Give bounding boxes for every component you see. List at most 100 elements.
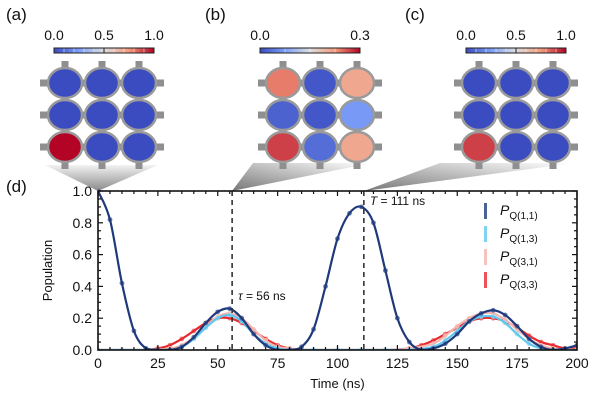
colorbar-segment [292, 48, 296, 53]
colorbar-segment [498, 48, 502, 53]
x-tick-label: 150 [446, 355, 470, 371]
annotation-symbol: T [370, 194, 379, 208]
colorbar-tick-label: 1.0 [556, 27, 576, 43]
qubit-r2-c3 [120, 98, 158, 132]
colorbar-segment [335, 48, 338, 53]
colorbar-segment [536, 48, 539, 53]
colorbar-segment [290, 48, 293, 53]
colorbar-segment [541, 48, 544, 53]
colorbar-segment [151, 48, 155, 53]
colorbar-segment [352, 48, 356, 53]
legend-label-main: P [500, 271, 510, 287]
colorbar-segment [538, 48, 542, 53]
x-tick-label: 125 [386, 355, 410, 371]
panel-a: (a) 0.0 0.5 1.0 [6, 5, 164, 169]
colorbar-segment [54, 48, 57, 53]
y-tick-label: 0.2 [73, 310, 93, 326]
colorbar-segment [136, 48, 140, 53]
colorbar-segment [327, 48, 331, 53]
y-tick-label: 1.0 [73, 183, 93, 199]
colorbar-segment [315, 48, 318, 53]
colorbar-segment [267, 48, 271, 53]
colorbar-segment [69, 48, 72, 53]
colorbar-segment [337, 48, 341, 53]
qubit-grid [454, 61, 578, 169]
y-tick-label: 0.4 [73, 278, 93, 294]
qubit-r3-c3 [338, 130, 376, 164]
colorbar-segment [516, 48, 519, 53]
colorbar-segment [66, 48, 70, 53]
colorbar-segment [79, 48, 82, 53]
colorbar-segment [322, 48, 326, 53]
population-plot: τ = 56 ns T = 111 ns 0 25 50 75 100 125 150 175 20… [40, 183, 589, 391]
colorbar-segment [285, 48, 288, 53]
colorbar-segment [556, 48, 559, 53]
colorbar-segment [64, 48, 67, 53]
wedge-a [45, 165, 158, 191]
colorbar-segment [134, 48, 137, 53]
legend-item: PQ(1,1) [484, 202, 538, 222]
colorbar-segment [307, 48, 311, 53]
x-tick-label: 0 [94, 355, 102, 371]
panel-label-c: (c) [405, 5, 425, 24]
colorbar-segment [531, 48, 534, 53]
colorbar-tick-label: 0.5 [506, 27, 526, 43]
qubit-r2-c2 [83, 98, 121, 132]
qubit-r1-c1 [264, 66, 302, 100]
colorbar-segment [501, 48, 504, 53]
colorbar-segment [310, 48, 313, 53]
colorbar-segment [131, 48, 135, 53]
colorbar-segment [260, 48, 263, 53]
y-axis-label: Population [40, 240, 55, 301]
qubit-r3-c1 [460, 130, 498, 164]
colorbar-segment [506, 48, 509, 53]
colorbar-segment [491, 48, 494, 53]
colorbar-segment [101, 48, 105, 53]
qubit-r3-c3 [534, 130, 572, 164]
colorbar-segment [124, 48, 127, 53]
colorbar-segment [94, 48, 97, 53]
colorbar-segment [277, 48, 281, 53]
colorbar-tick-label: 0.5 [94, 27, 114, 43]
colorbar-segment [546, 48, 549, 53]
colorbar-segment [89, 48, 92, 53]
colorbar-segment [483, 48, 487, 53]
colorbar-segment [486, 48, 489, 53]
wedge-b [232, 163, 372, 191]
qubit-r3-c1 [46, 130, 84, 164]
x-tick-label: 50 [210, 355, 226, 371]
annotation-value: = 56 ns [243, 289, 286, 303]
colorbar-segment [317, 48, 321, 53]
legend-item: PQ(3,1) [484, 248, 538, 268]
legend-label: PQ(3,1) [500, 248, 538, 268]
colorbar-segment [355, 48, 358, 53]
qubit-r1-c1 [460, 66, 498, 100]
colorbar-tick-label: 0.0 [456, 27, 476, 43]
colorbar-segment [56, 48, 60, 53]
colorbar-segment [468, 48, 472, 53]
x-tick-label: 175 [505, 355, 529, 371]
legend-swatch [484, 203, 487, 219]
colorbar-segment [270, 48, 273, 53]
x-tick-label: 100 [326, 355, 350, 371]
colorbar-segment [488, 48, 492, 53]
qubit-r3-c2 [497, 130, 535, 164]
colorbar-segment [282, 48, 286, 53]
colorbar-segment [81, 48, 85, 53]
colorbar-segment [305, 48, 308, 53]
legend-label-main: P [500, 202, 510, 218]
colorbar-segment [526, 48, 529, 53]
colorbar-segment [111, 48, 115, 53]
colorbar-segment [59, 48, 62, 53]
colorbar-segment [558, 48, 562, 53]
legend: PQ(1,1)PQ(1,3)PQ(3,1)PQ(3,3) [484, 202, 538, 291]
colorbar-segment [548, 48, 552, 53]
legend-swatch [484, 226, 487, 242]
colorbar-segment [561, 48, 564, 53]
colorbar-segment [518, 48, 522, 53]
colorbar-segment [74, 48, 77, 53]
colorbar-segment [563, 48, 567, 53]
colorbar-segment [493, 48, 497, 53]
colorbar-segment [146, 48, 150, 53]
panel-label-d: (d) [6, 177, 27, 196]
